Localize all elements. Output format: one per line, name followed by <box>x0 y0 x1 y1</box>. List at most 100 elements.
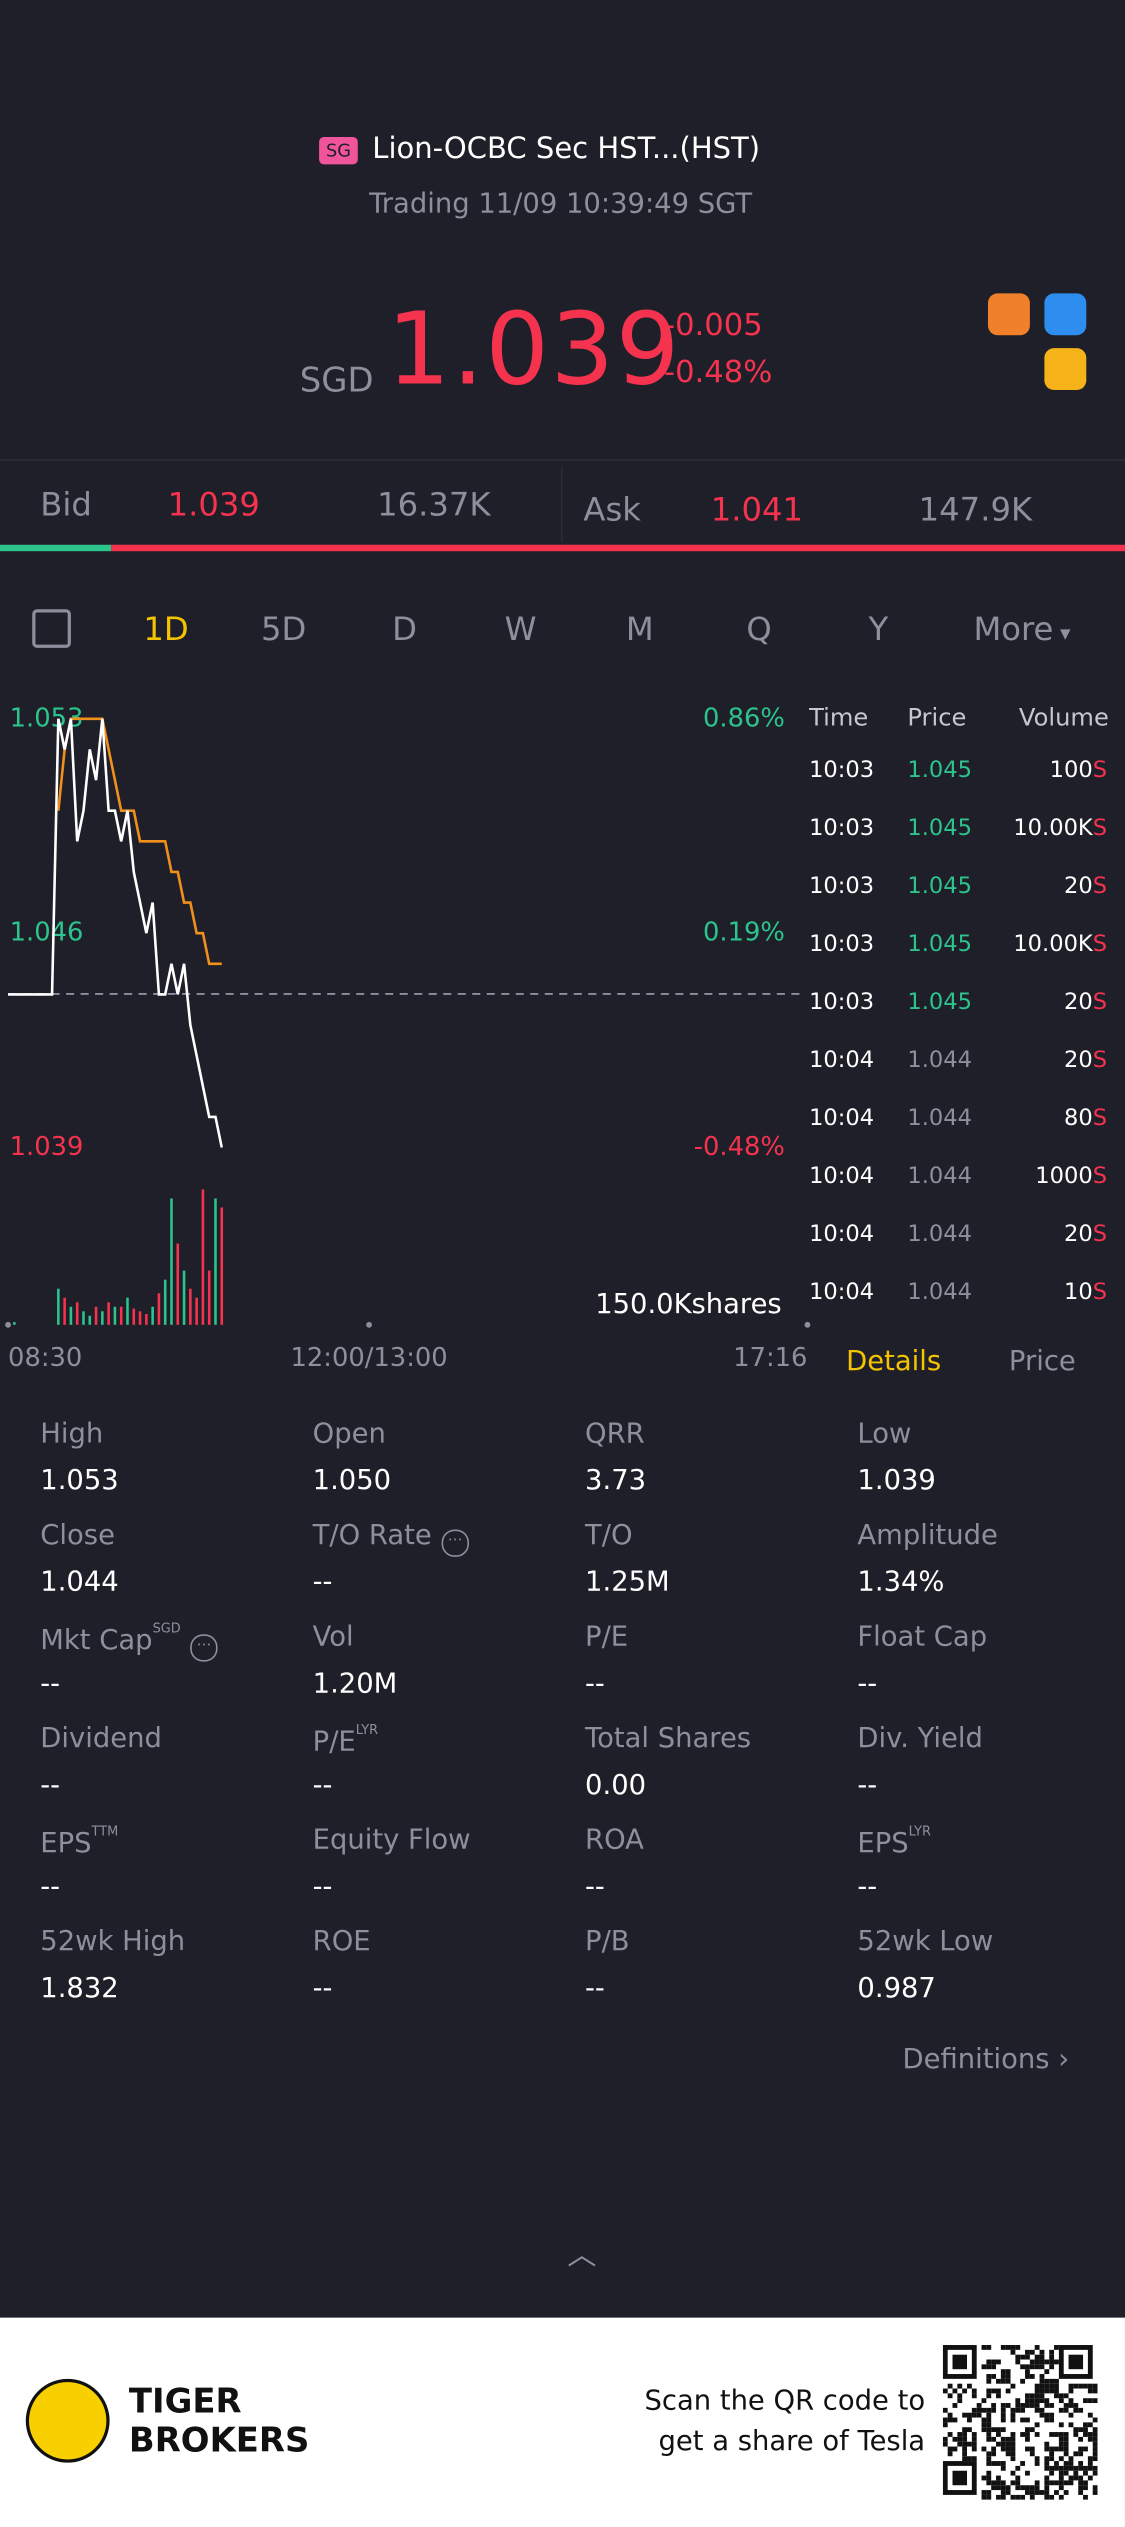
panel-tab[interactable]: Price <box>1008 1345 1076 1379</box>
detail-label-text: Equity Flow <box>312 1824 471 1857</box>
qr-cell <box>1039 2383 1045 2389</box>
detail-label: Equity Flow <box>313 1824 471 1856</box>
qr-cell <box>1029 2364 1035 2370</box>
period-tab[interactable]: Y <box>868 609 889 648</box>
qr-cell <box>986 2422 992 2428</box>
detail-value: 1.044 <box>40 1566 119 1599</box>
qr-cell <box>996 2393 1001 2399</box>
qr-cell <box>1015 2354 1021 2360</box>
info-icon[interactable]: ⋯ <box>441 1529 469 1557</box>
volume-bar <box>157 1293 161 1325</box>
detail-label: P/ELYR <box>313 1723 378 1758</box>
qr-cell <box>967 2412 972 2418</box>
panel-tab-active[interactable]: Details <box>846 1345 942 1379</box>
qr-cell <box>1092 2451 1098 2457</box>
qr-cell <box>1015 2407 1021 2413</box>
period-tab[interactable]: More ▾ <box>973 609 1071 648</box>
layout-icon[interactable] <box>32 609 71 648</box>
trade-price: 1.045 <box>907 931 973 958</box>
qr-cell <box>1010 2417 1016 2423</box>
qr-cell <box>1049 2480 1055 2486</box>
definitions-link[interactable]: Definitions › <box>902 2043 1070 2076</box>
bid-label: Bid <box>40 485 92 524</box>
qr-cell <box>986 2393 992 2399</box>
period-tab[interactable]: D <box>392 609 417 648</box>
trade-time: 10:03 <box>809 873 875 900</box>
qr-cell <box>1068 2388 1074 2394</box>
qr-cell <box>1073 2403 1079 2408</box>
volume-bar <box>113 1306 117 1325</box>
qr-cell <box>1092 2485 1098 2491</box>
icon-short[interactable] <box>987 293 1030 336</box>
period-tab[interactable]: 5D <box>260 609 307 648</box>
promo-line: get a share of Tesla <box>658 2425 926 2458</box>
icon-dollar[interactable] <box>1044 348 1087 391</box>
detail-label: T/O Rate ⋯ <box>313 1520 469 1557</box>
info-icon[interactable]: ⋯ <box>190 1634 218 1662</box>
qr-cell <box>1029 2485 1035 2491</box>
period-tab[interactable]: W <box>504 609 537 648</box>
qr-cell <box>1063 2490 1069 2495</box>
period-tab[interactable]: M <box>625 609 654 648</box>
expand-arrow[interactable]: ︿ <box>567 2238 597 2273</box>
qr-cell <box>1054 2359 1059 2365</box>
qr-cell <box>1005 2485 1011 2491</box>
qr-cell <box>1020 2378 1026 2384</box>
qr-cell <box>1044 2485 1050 2491</box>
qr-finder <box>952 2354 968 2370</box>
qr-cell <box>991 2446 997 2452</box>
qr-cell <box>1015 2398 1021 2404</box>
qr-cell <box>1010 2451 1016 2457</box>
qr-cell <box>1087 2436 1093 2442</box>
volume-bar <box>195 1297 198 1325</box>
qr-cell <box>942 2407 948 2413</box>
qr-cell <box>1083 2427 1088 2433</box>
qr-cell <box>1029 2490 1035 2495</box>
qr-cell <box>1044 2403 1050 2408</box>
icon-flash[interactable] <box>1044 293 1087 336</box>
qr-cell <box>1020 2494 1026 2500</box>
qr-cell <box>1034 2490 1040 2495</box>
qr-cell <box>1005 2441 1011 2447</box>
qr-cell <box>986 2407 992 2413</box>
qr-cell <box>962 2441 968 2447</box>
qr-cell <box>981 2490 987 2495</box>
qr-cell <box>1000 2403 1006 2408</box>
period-tab[interactable]: 1D <box>143 609 189 648</box>
qr-cell <box>1058 2441 1064 2447</box>
volume-bar <box>176 1243 180 1325</box>
qr-cell <box>1054 2461 1059 2466</box>
qr-cell <box>1049 2451 1055 2457</box>
qr-cell <box>1078 2427 1084 2433</box>
qr-finder <box>942 2345 977 2379</box>
qr-cell <box>1044 2369 1050 2375</box>
qr-cell <box>1058 2456 1064 2462</box>
qr-cell <box>1000 2412 1006 2418</box>
definitions-text: Definitions <box>902 2043 1050 2076</box>
qr-cell <box>1029 2446 1035 2452</box>
qr-cell <box>947 2417 953 2423</box>
trades-header: Price <box>907 702 967 732</box>
qr-cell <box>1092 2470 1098 2476</box>
qr-cell <box>1083 2465 1088 2471</box>
trade-volume: 20 <box>1063 1221 1093 1248</box>
qr-cell <box>971 2412 977 2418</box>
qr-cell <box>1039 2378 1045 2384</box>
qr-cell <box>1039 2354 1045 2360</box>
trading-status: Trading 11/09 10:39:49 SGT <box>369 188 753 221</box>
qr-cell <box>1010 2436 1016 2442</box>
qr-cell <box>981 2427 987 2433</box>
detail-label-text: High <box>40 1418 104 1451</box>
qr-cell <box>1068 2456 1074 2462</box>
qr-cell <box>1058 2485 1064 2491</box>
qr-cell <box>1010 2412 1016 2418</box>
qr-cell <box>1044 2359 1050 2365</box>
period-tab[interactable]: Q <box>746 609 772 648</box>
qr-cell <box>1092 2417 1098 2423</box>
qr-cell <box>991 2359 997 2365</box>
qr-cell <box>1034 2485 1040 2491</box>
qr-cell <box>952 2417 958 2423</box>
detail-label: ROA <box>585 1824 644 1856</box>
qr-cell <box>1078 2490 1084 2495</box>
